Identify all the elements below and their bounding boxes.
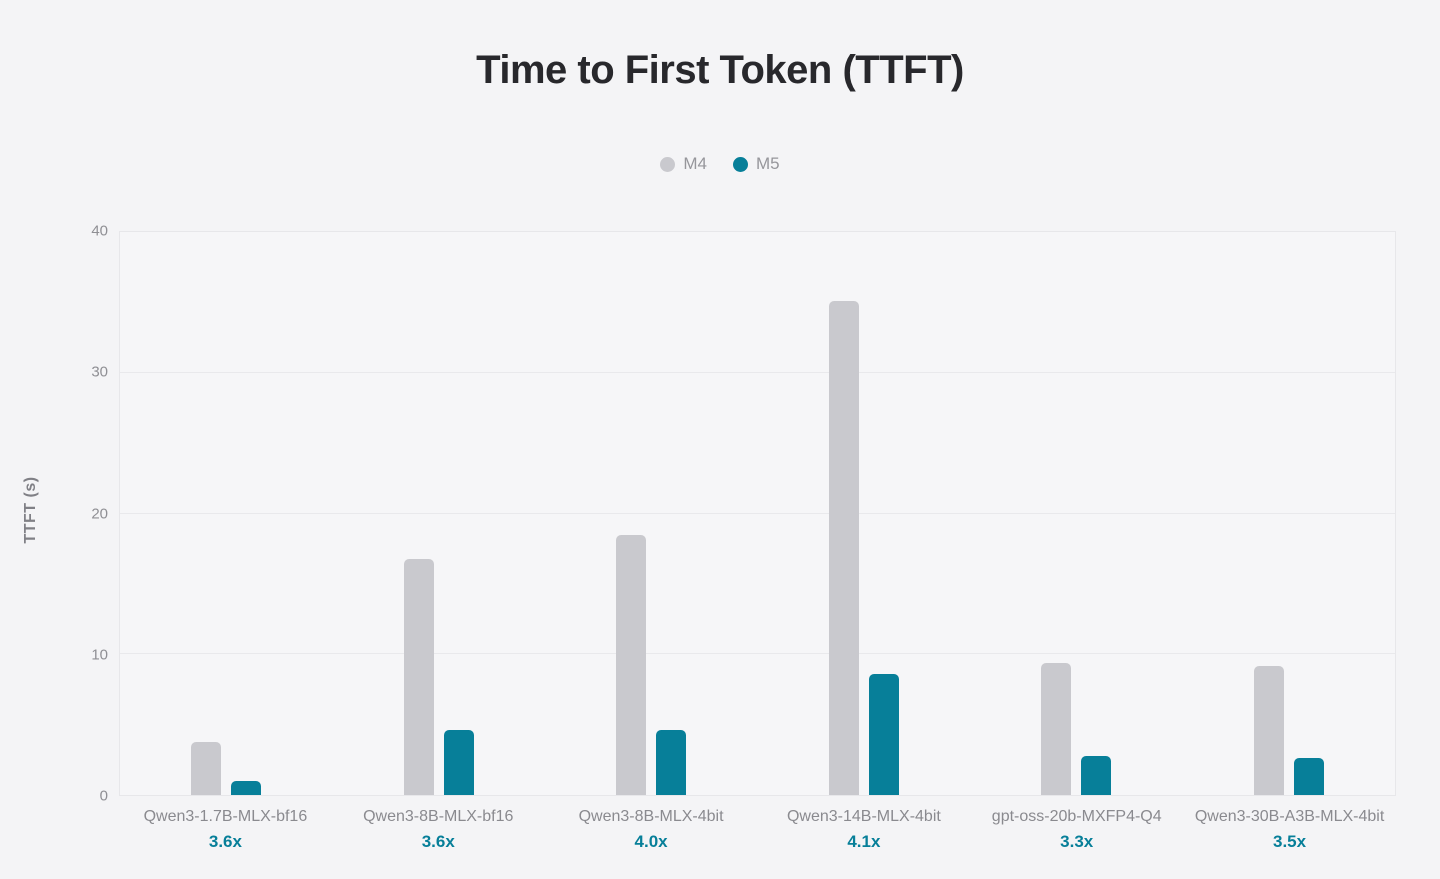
speedup-label: 4.0x [634,832,668,851]
x-label-column: Qwen3-8B-MLX-bf16 3.6x [332,797,545,852]
legend-label: M4 [683,154,707,173]
chart-legend: M4 M5 [0,154,1440,174]
x-label-column: Qwen3-14B-MLX-4bit 4.1x [757,797,970,852]
plot-area [119,231,1396,796]
bar-m5 [231,780,262,795]
bar-m5 [656,730,687,795]
speedup-label: 3.3x [1060,832,1094,851]
y-tick-label: 40 [91,222,108,240]
bar-m4 [191,741,222,795]
bar-m5 [1293,758,1324,795]
speedup-label: 3.5x [1273,832,1307,851]
category-label: gpt-oss-20b-MXFP4-Q4 [991,808,1162,825]
x-label-column: Qwen3-8B-MLX-4bit 4.0x [545,797,758,852]
x-label-column: Qwen3-1.7B-MLX-bf16 3.6x [119,797,332,852]
gridline [120,512,1395,514]
bar-group [120,232,333,795]
bar-group [1183,232,1396,795]
category-label: Qwen3-8B-MLX-bf16 [363,808,514,825]
x-label-column: Qwen3-30B-A3B-MLX-4bit 3.5x [1183,797,1396,852]
legend-item-m5[interactable]: M5 [733,154,780,174]
bar-m4 [403,558,434,795]
speedup-label: 4.1x [847,832,881,851]
gridline [120,371,1395,373]
y-tick-label: 0 [99,787,108,805]
speedup-label: 3.6x [421,832,455,851]
speedup-label: 3.6x [208,832,242,851]
bar-m4 [1253,665,1284,795]
category-label: Qwen3-30B-A3B-MLX-4bit [1194,808,1385,825]
legend-label: M5 [756,154,780,173]
bar-group [970,232,1183,795]
bar-group [758,232,971,795]
category-label: Qwen3-14B-MLX-4bit [786,808,941,825]
legend-dot-icon [660,156,676,172]
y-tick-label: 20 [91,505,108,522]
category-label: Qwen3-8B-MLX-4bit [578,808,724,825]
bar-m4 [616,534,647,795]
x-axis-labels: Qwen3-1.7B-MLX-bf16 3.6x Qwen3-8B-MLX-bf16… [119,797,1396,852]
bar-m4 [1041,662,1072,795]
bar-m4 [828,300,859,795]
bar-m5 [443,730,474,795]
bar-group [333,232,546,795]
bar-groups [120,232,1395,795]
bar-group [545,232,758,795]
bar-m5 [1081,755,1112,795]
legend-dot-icon [733,156,748,172]
x-label-column: gpt-oss-20b-MXFP4-Q4 3.3x [970,797,1183,852]
chart-title: Time to First Token (TTFT) [476,48,964,92]
y-tick-label: 30 [91,363,108,381]
gridline [120,653,1395,655]
bar-m5 [868,673,899,795]
category-label: Qwen3-1.7B-MLX-bf16 [143,808,308,825]
y-axis-ticks: 0 10 20 30 40 [0,223,108,805]
y-tick-label: 10 [91,646,108,664]
legend-item-m4[interactable]: M4 [660,154,707,174]
